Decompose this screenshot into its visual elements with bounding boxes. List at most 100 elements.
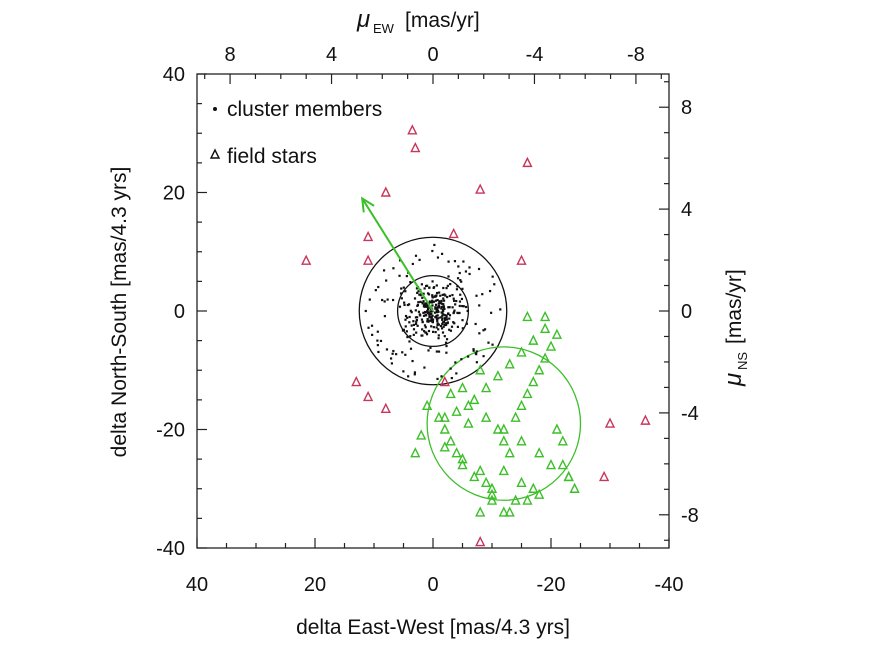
field-star-marker: [557, 435, 568, 446]
cluster-member-dot: [409, 335, 412, 338]
cluster-member-dot: [451, 306, 454, 309]
cluster-member-dot: [390, 362, 394, 365]
top-tick-label: -8: [627, 44, 645, 66]
cluster-member-dot: [406, 303, 409, 307]
cluster-member-dots: [364, 243, 502, 381]
cluster-member-dot: [490, 311, 493, 314]
cluster-member-dot: [420, 283, 423, 286]
cluster-member-dot: [413, 371, 417, 374]
cluster-member-dot: [431, 296, 434, 299]
cluster-member-dot: [400, 297, 403, 300]
cluster-member-dot: [446, 312, 450, 316]
cluster-member-dot: [442, 297, 445, 300]
top-tick-label: 0: [427, 44, 438, 66]
cluster-member-dot: [364, 309, 367, 313]
field-star-marker: [451, 405, 462, 416]
field-star-marker: [498, 435, 509, 446]
cluster-member-dot: [409, 280, 412, 284]
field-star-marker: [362, 230, 374, 242]
top-tick-label: -4: [526, 44, 544, 66]
cluster-member-dot: [491, 343, 494, 346]
cluster-member-dot: [450, 376, 453, 380]
cluster-member-dot: [437, 317, 440, 320]
cluster-member-dot: [459, 293, 462, 296]
cluster-member-dot: [482, 329, 485, 332]
cluster-member-dot: [443, 335, 446, 338]
field-star-marker: [516, 346, 527, 357]
cluster-member-dot: [474, 322, 477, 326]
cluster-member-dot: [418, 293, 421, 296]
cluster-member-dot: [409, 347, 413, 350]
field-star-marker: [475, 364, 486, 375]
cluster-member-dot: [411, 359, 414, 363]
cluster-member-dot: [426, 304, 430, 307]
field-star-marker: [551, 423, 563, 434]
cluster-member-dot: [381, 298, 384, 302]
field-star-marker: [504, 506, 515, 517]
legend-label-cluster-members: cluster members: [227, 98, 382, 121]
field-star-marker: [410, 141, 421, 153]
cluster-member-dot: [435, 318, 439, 321]
field-star-marker: [504, 358, 515, 369]
cluster-member-dot: [420, 318, 424, 321]
cluster-member-dot: [426, 320, 429, 323]
top-axis-label: μ EW [mas/yr]: [356, 6, 480, 36]
cluster-member-dot: [417, 310, 421, 313]
field-star-marker: [528, 482, 539, 493]
top-tick-label: 8: [225, 44, 236, 66]
cluster-member-dot: [441, 293, 444, 297]
cluster-member-dot: [412, 323, 416, 326]
right-tick-label: -4: [681, 403, 699, 425]
field-star-marker: [510, 494, 521, 505]
cluster-member-dot: [426, 310, 429, 313]
cluster-member-dot: [392, 267, 395, 270]
cluster-member-dot: [441, 314, 444, 317]
cluster-member-dot: [419, 314, 422, 317]
field-star-marker: [469, 393, 480, 405]
cluster-member-dot: [376, 344, 379, 347]
cluster-member-dot: [408, 340, 411, 343]
cluster-member-dot: [421, 328, 424, 331]
cluster-member-dot: [427, 293, 431, 296]
cluster-member-dot: [467, 355, 470, 358]
cluster-member-dot: [431, 280, 434, 283]
cluster-member-dot: [417, 301, 420, 304]
cluster-member-dot: [441, 322, 444, 326]
cluster-member-dot: [442, 286, 445, 290]
field-star-marker: [598, 470, 610, 482]
cluster-member-dot: [460, 280, 463, 283]
cluster-member-dot: [448, 328, 451, 331]
field-star-marker: [380, 186, 391, 197]
y-axis-label: delta North-South [mas/4.3 yrs]: [108, 167, 131, 458]
cluster-member-dot: [460, 297, 464, 301]
cluster-member-dot: [458, 271, 461, 275]
cluster-member-dot: [424, 314, 427, 317]
legend-label-field-stars: field stars: [227, 145, 317, 168]
cluster-member-dot: [436, 256, 440, 259]
cluster-member-dot: [424, 326, 427, 329]
cluster-member-dot: [448, 294, 451, 298]
cluster-member-dot: [438, 300, 441, 303]
cluster-member-dot: [456, 285, 459, 288]
cluster-member-dot: [383, 300, 386, 303]
field-star-marker: [569, 482, 580, 493]
legend: cluster members field stars: [209, 98, 382, 168]
cluster-member-dot: [478, 304, 481, 307]
cluster-member-dot: [404, 353, 407, 356]
cluster-member-dot: [445, 316, 448, 319]
cluster-member-dot: [441, 308, 444, 311]
field-star-marker: [528, 334, 539, 345]
cluster-member-dot: [432, 326, 435, 329]
y-tick-label: -20: [156, 420, 185, 442]
cluster-member-dot: [430, 312, 433, 316]
y-tick-label: 0: [174, 301, 185, 323]
cluster-member-dot: [477, 267, 481, 271]
cluster-member-dot: [418, 258, 421, 261]
field-star-marker: [516, 254, 527, 265]
cluster-member-dot: [421, 296, 424, 299]
top-axis-label-symbol: μ: [356, 6, 370, 33]
field-star-marker: [539, 322, 551, 333]
cluster-member-dot: [398, 274, 401, 277]
